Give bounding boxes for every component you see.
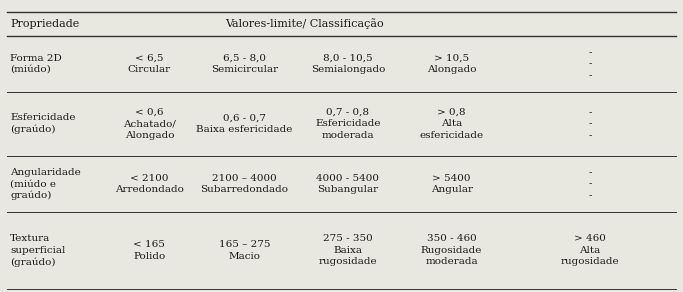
- Text: Textura
superficial
(graúdo): Textura superficial (graúdo): [10, 234, 66, 267]
- Text: > 10,5
Alongado: > 10,5 Alongado: [427, 53, 476, 74]
- Text: > 5400
Angular: > 5400 Angular: [430, 174, 473, 194]
- Text: Angularidade
(miúdo e
graúdo): Angularidade (miúdo e graúdo): [10, 168, 81, 200]
- Text: 8,0 - 10,5
Semialongado: 8,0 - 10,5 Semialongado: [311, 53, 385, 74]
- Text: < 165
Polido: < 165 Polido: [133, 240, 165, 261]
- Text: Propriedade: Propriedade: [10, 19, 79, 29]
- Text: Forma 2D
(miúdo): Forma 2D (miúdo): [10, 53, 62, 74]
- Text: 0,6 - 0,7
Baixa esfericidade: 0,6 - 0,7 Baixa esfericidade: [196, 114, 292, 134]
- Text: Esfericidade
(graúdo): Esfericidade (graúdo): [10, 113, 76, 134]
- Text: < 2100
Arredondado: < 2100 Arredondado: [115, 174, 184, 194]
- Text: > 0,8
Alta
esfericidade: > 0,8 Alta esfericidade: [419, 108, 484, 140]
- Text: -
-
-: - - -: [588, 48, 591, 80]
- Text: 0,7 - 0,8
Esfericidade
moderada: 0,7 - 0,8 Esfericidade moderada: [315, 108, 380, 140]
- Text: Valores-limite/ Classificação: Valores-limite/ Classificação: [225, 18, 384, 29]
- Text: -
-
-: - - -: [588, 168, 591, 200]
- Text: 275 - 350
Baixa
rugosidade: 275 - 350 Baixa rugosidade: [318, 234, 377, 266]
- Text: 4000 - 5400
Subangular: 4000 - 5400 Subangular: [316, 174, 379, 194]
- Text: > 460
Alta
rugosidade: > 460 Alta rugosidade: [561, 234, 619, 266]
- Text: 165 – 275
Macio: 165 – 275 Macio: [219, 240, 270, 261]
- Text: -
-
-: - - -: [588, 108, 591, 140]
- Text: 6,5 - 8,0
Semicircular: 6,5 - 8,0 Semicircular: [211, 53, 278, 74]
- Text: 350 - 460
Rugosidade
moderada: 350 - 460 Rugosidade moderada: [421, 234, 482, 266]
- Text: < 6,5
Circular: < 6,5 Circular: [128, 53, 171, 74]
- Text: < 0,6
Achatado/
Alongado: < 0,6 Achatado/ Alongado: [123, 108, 176, 140]
- Text: 2100 – 4000
Subarredondado: 2100 – 4000 Subarredondado: [200, 174, 288, 194]
